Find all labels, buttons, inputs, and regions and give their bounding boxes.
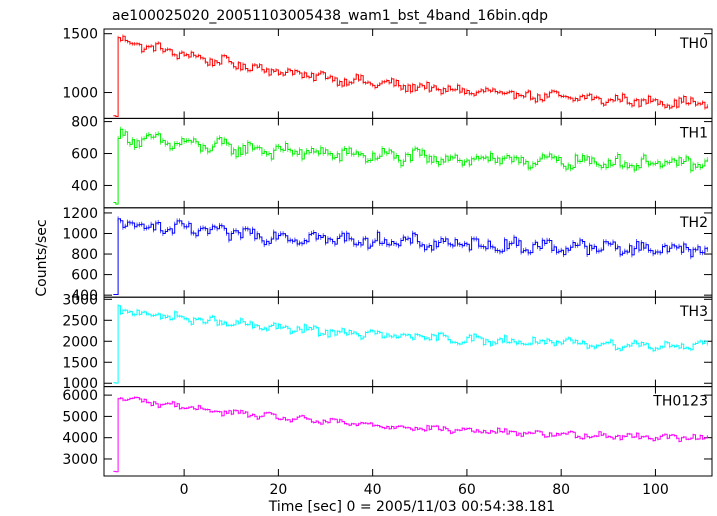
y-tick-label-TH1: 800 xyxy=(71,115,98,131)
y-tick-label-TH0123: 4000 xyxy=(62,431,98,447)
y-tick-label-TH2: 600 xyxy=(71,268,98,284)
y-tick-label-TH0: 1500 xyxy=(62,27,98,43)
y-tick-label-TH0123: 3000 xyxy=(62,452,98,468)
series-line-TH0123 xyxy=(113,396,708,473)
panel-label-TH0: TH0 xyxy=(679,36,708,52)
panels-group: 10001500TH0400600800TH140060080010001200… xyxy=(62,27,713,498)
x-tick-label: 60 xyxy=(458,482,476,498)
y-tick-label-TH2: 1000 xyxy=(62,226,98,242)
x-tick-label: 80 xyxy=(552,482,570,498)
x-tick-label: 40 xyxy=(364,482,382,498)
y-tick-label-TH3: 1500 xyxy=(62,355,98,371)
y-tick-label-TH0123: 6000 xyxy=(62,388,98,404)
y-tick-label-TH1: 600 xyxy=(71,147,98,163)
x-tick-label: 100 xyxy=(642,482,669,498)
panel-frame-TH1 xyxy=(103,117,713,209)
y-tick-label-TH3: 1000 xyxy=(62,376,98,392)
series-line-TH1 xyxy=(113,128,708,205)
series-errorbars-TH0 xyxy=(117,34,708,110)
panel-label-TH1: TH1 xyxy=(679,125,708,141)
panel-label-TH3: TH3 xyxy=(679,304,708,320)
y-tick-label-TH1: 400 xyxy=(71,178,98,194)
y-tick-label-TH3: 2000 xyxy=(62,334,98,350)
y-tick-label-TH3: 2500 xyxy=(62,313,98,329)
series-errorbars-TH3 xyxy=(117,304,708,353)
x-tick-label: 0 xyxy=(180,482,189,498)
panel-label-TH0123: TH0123 xyxy=(652,394,708,410)
y-tick-label-TH2: 800 xyxy=(71,247,98,263)
y-tick-label-TH2: 1200 xyxy=(62,206,98,222)
y-tick-label-TH3: 3000 xyxy=(62,292,98,308)
x-tick-label: 20 xyxy=(269,482,287,498)
y-axis-label: Counts/sec xyxy=(34,219,50,296)
panel-frame-TH0123 xyxy=(103,386,713,477)
y-tick-label-TH0123: 5000 xyxy=(62,409,98,425)
panel-frame-TH2 xyxy=(103,207,713,298)
y-tick-label-TH2: 400 xyxy=(71,288,98,304)
panel-frame-TH3 xyxy=(103,296,713,388)
y-tick-label-TH0: 1000 xyxy=(62,86,98,102)
series-line-TH0 xyxy=(113,35,708,117)
x-axis-label: Time [sec] 0 = 2005/11/03 00:54:38.181 xyxy=(268,499,555,515)
chart-title: ae100025020_20051103005438_wam1_bst_4ban… xyxy=(112,8,548,24)
panel-label-TH2: TH2 xyxy=(679,215,708,231)
series-line-TH3 xyxy=(113,305,708,384)
panel-frame-TH0 xyxy=(103,28,713,119)
series-line-TH2 xyxy=(113,218,708,295)
